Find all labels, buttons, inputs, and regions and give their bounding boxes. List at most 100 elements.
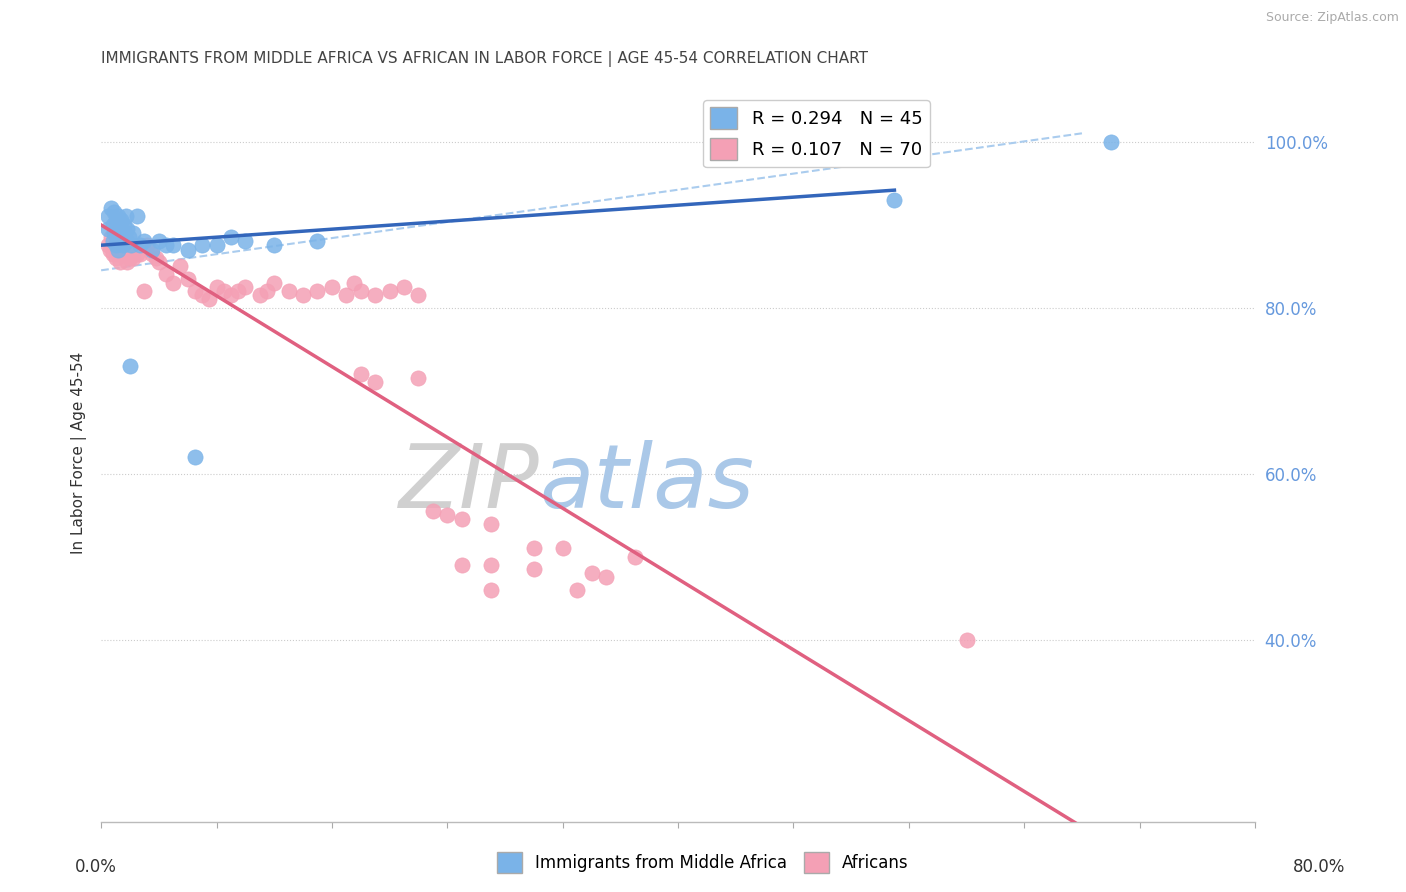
Y-axis label: In Labor Force | Age 45-54: In Labor Force | Age 45-54 <box>72 351 87 554</box>
Point <box>100 201 122 215</box>
Point <box>408 371 430 385</box>
Point <box>176 271 198 285</box>
Point <box>350 367 373 381</box>
Point <box>235 234 257 248</box>
Point <box>292 288 315 302</box>
Point <box>184 284 207 298</box>
Point <box>450 512 472 526</box>
Point <box>127 210 149 224</box>
Point <box>155 238 177 252</box>
Point <box>107 243 129 257</box>
Point <box>107 210 129 224</box>
Point <box>129 238 152 252</box>
Text: ZIP: ZIP <box>399 440 540 525</box>
Point <box>105 243 128 257</box>
Point <box>212 284 235 298</box>
Point <box>256 284 278 298</box>
Point <box>112 218 135 232</box>
Point <box>97 238 120 252</box>
Point <box>118 251 141 265</box>
Point <box>184 450 207 464</box>
Point <box>205 280 228 294</box>
Point <box>115 234 138 248</box>
Point <box>162 276 184 290</box>
Text: atlas: atlas <box>540 440 755 525</box>
Point <box>134 234 156 248</box>
Point <box>115 221 138 235</box>
Point <box>110 243 132 257</box>
Point <box>235 280 257 294</box>
Point <box>141 246 163 260</box>
Point <box>277 284 299 298</box>
Point <box>479 582 502 597</box>
Point <box>117 230 139 244</box>
Point <box>523 562 546 576</box>
Point <box>408 288 430 302</box>
Point <box>565 582 588 597</box>
Point <box>105 221 128 235</box>
Point <box>198 293 221 307</box>
Point <box>176 243 198 257</box>
Point <box>364 376 387 390</box>
Point <box>321 280 343 294</box>
Point <box>101 246 124 260</box>
Point <box>114 243 136 257</box>
Point <box>219 288 242 302</box>
Text: Source: ZipAtlas.com: Source: ZipAtlas.com <box>1265 11 1399 24</box>
Point <box>97 221 120 235</box>
Point <box>955 632 977 647</box>
Point <box>191 288 214 302</box>
Point <box>103 226 125 240</box>
Point <box>263 238 285 252</box>
Point <box>112 226 135 240</box>
Point <box>155 268 177 282</box>
Point <box>103 238 125 252</box>
Point <box>342 276 364 290</box>
Point <box>141 243 163 257</box>
Point <box>249 288 271 302</box>
Point <box>1099 135 1122 149</box>
Text: 0.0%: 0.0% <box>75 858 117 876</box>
Point <box>136 238 159 252</box>
Point <box>205 238 228 252</box>
Point <box>335 288 357 302</box>
Text: 80.0%: 80.0% <box>1292 858 1346 876</box>
Point <box>110 213 132 227</box>
Point <box>120 238 142 252</box>
Point <box>101 234 124 248</box>
Point <box>104 238 127 252</box>
Point <box>422 504 444 518</box>
Point <box>581 566 603 581</box>
Point <box>350 284 373 298</box>
Point <box>364 288 387 302</box>
Point <box>392 280 415 294</box>
Point <box>115 255 138 269</box>
Point <box>98 243 121 257</box>
Point <box>104 234 127 248</box>
Legend: Immigrants from Middle Africa, Africans: Immigrants from Middle Africa, Africans <box>491 846 915 880</box>
Point <box>120 243 142 257</box>
Point <box>134 284 156 298</box>
Point <box>107 238 129 252</box>
Point <box>450 558 472 572</box>
Point <box>108 234 131 248</box>
Point <box>148 255 170 269</box>
Point <box>127 246 149 260</box>
Point <box>111 238 134 252</box>
Point <box>378 284 401 298</box>
Point <box>883 193 905 207</box>
Text: IMMIGRANTS FROM MIDDLE AFRICA VS AFRICAN IN LABOR FORCE | AGE 45-54 CORRELATION : IMMIGRANTS FROM MIDDLE AFRICA VS AFRICAN… <box>101 51 868 67</box>
Point <box>111 230 134 244</box>
Point <box>105 230 128 244</box>
Point <box>107 246 129 260</box>
Point <box>108 255 131 269</box>
Point <box>479 516 502 531</box>
Point <box>191 238 214 252</box>
Point <box>103 205 125 219</box>
Point <box>436 508 458 523</box>
Point <box>129 246 152 260</box>
Point <box>307 284 329 298</box>
Point <box>100 230 122 244</box>
Point <box>108 218 131 232</box>
Point <box>97 210 120 224</box>
